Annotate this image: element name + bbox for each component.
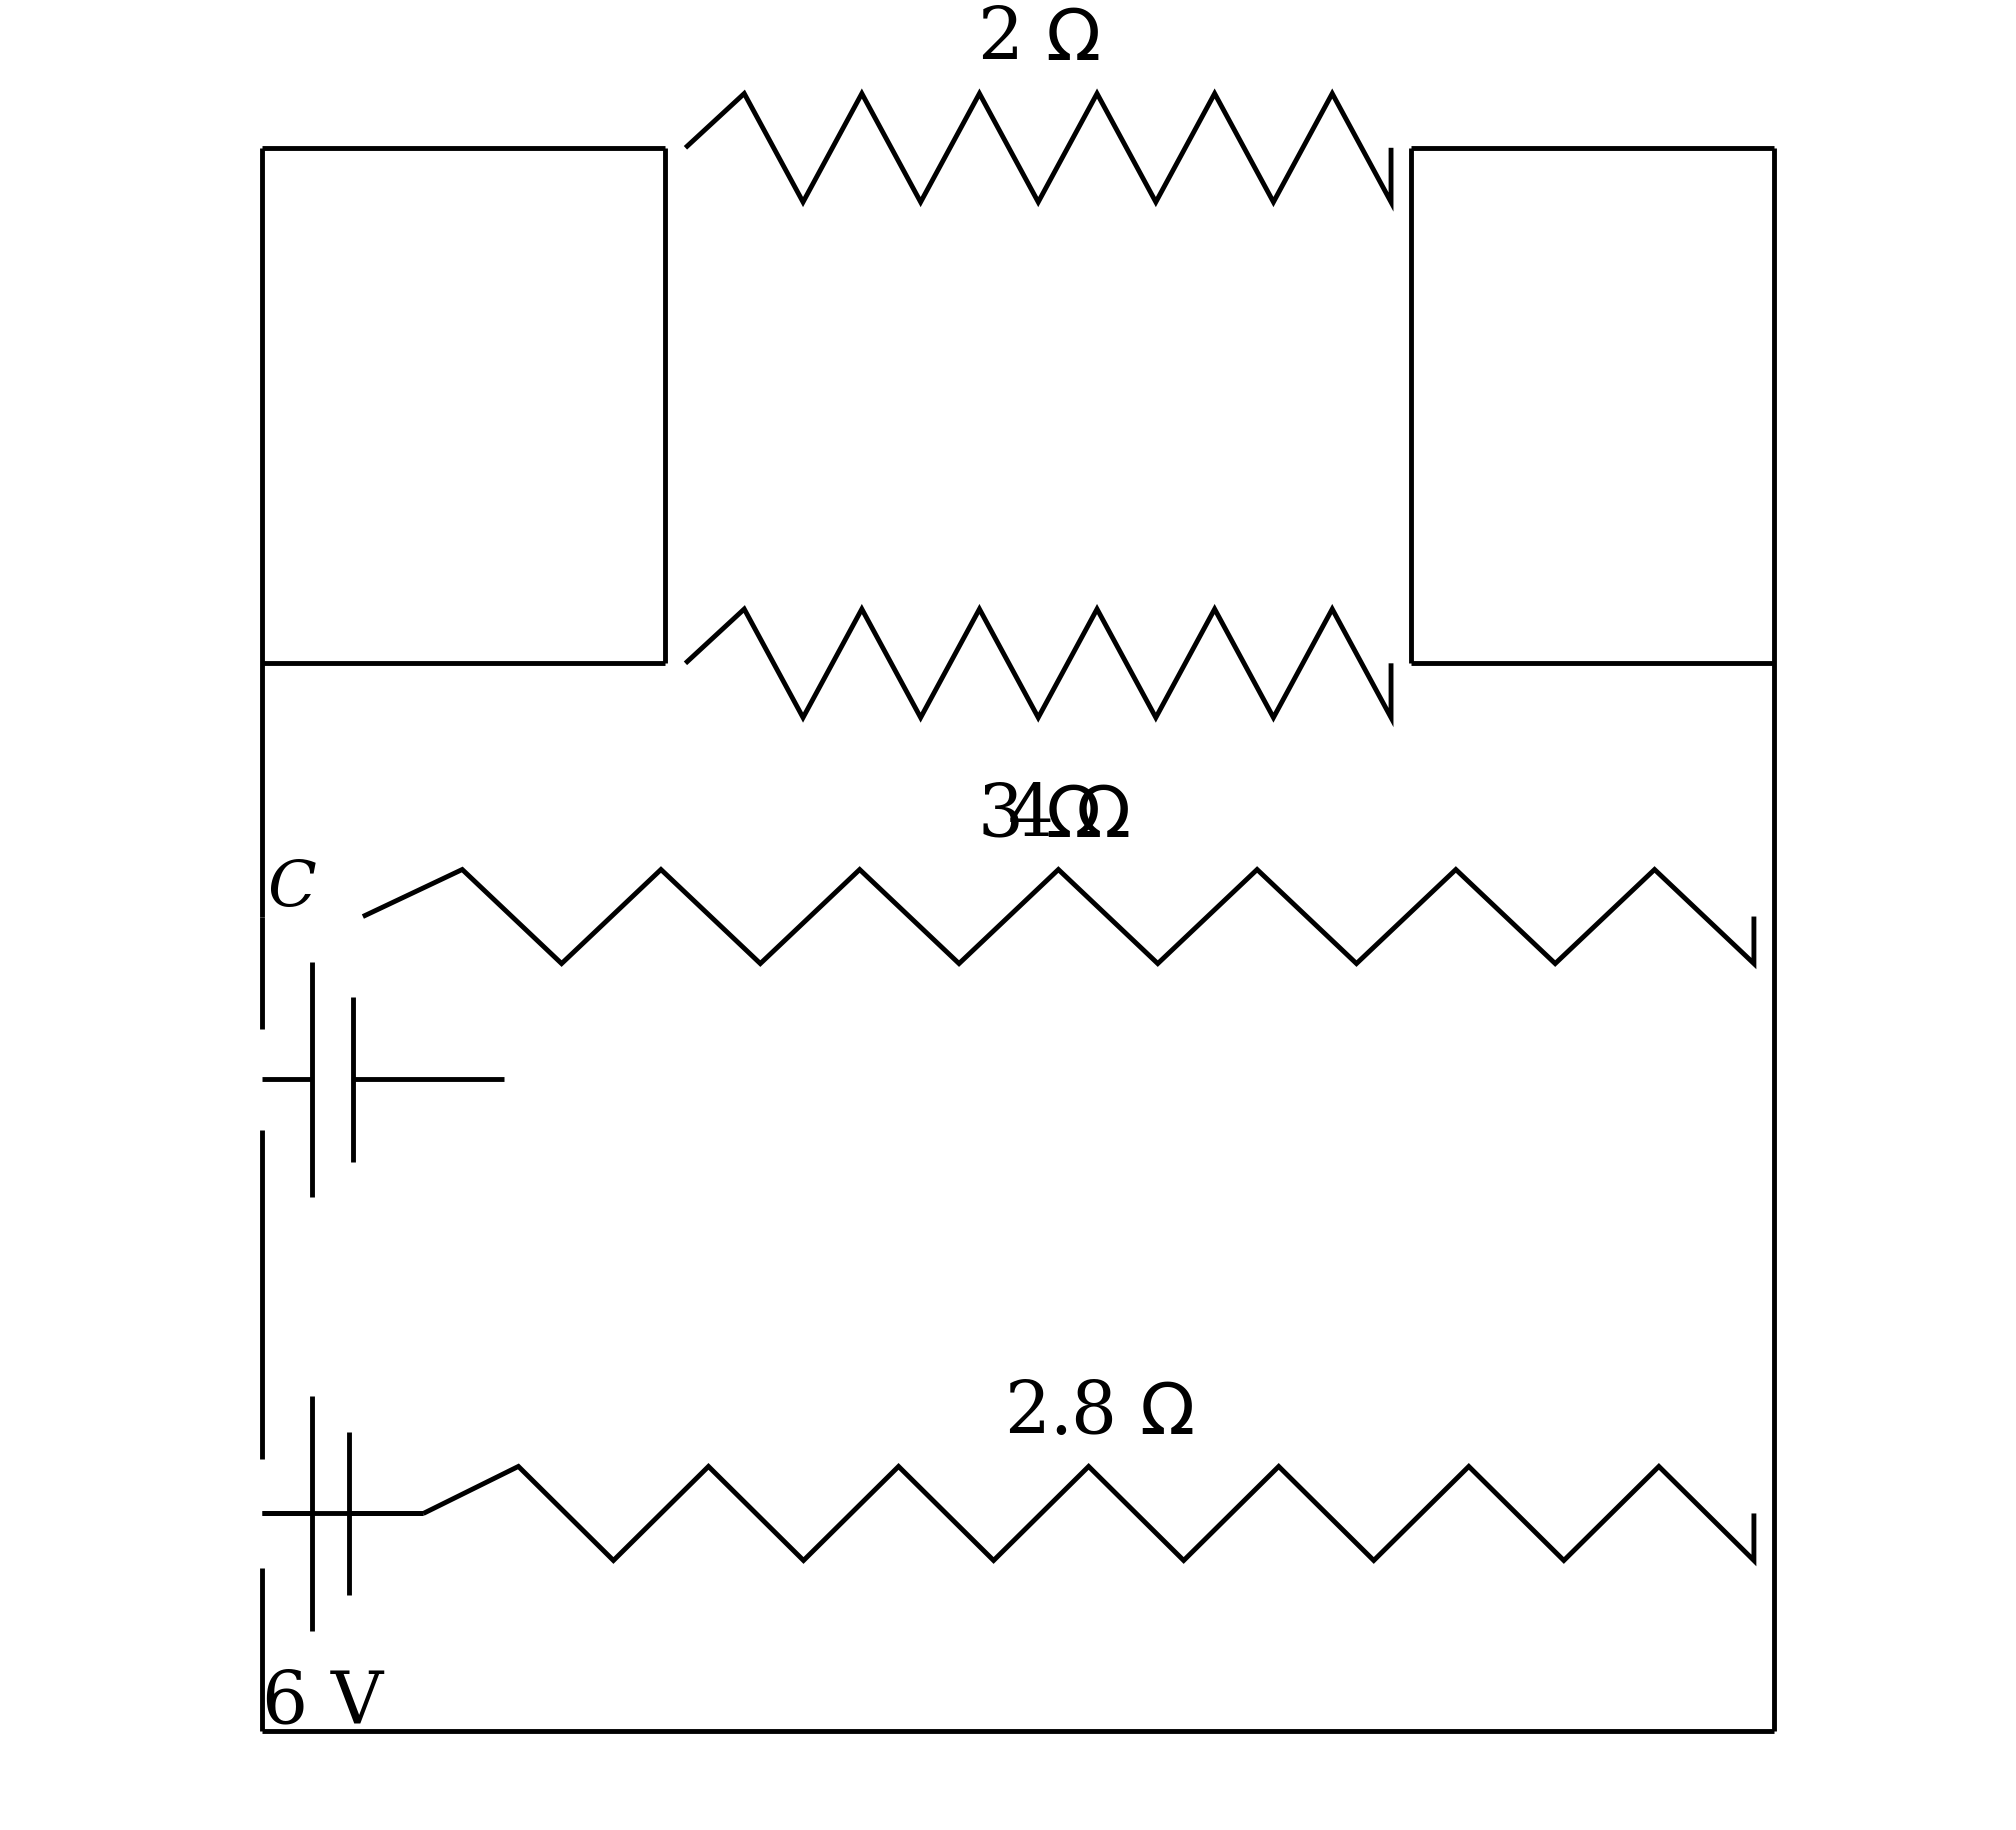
Text: 6 V: 6 V (262, 1669, 383, 1738)
Text: 2.8 $\Omega$: 2.8 $\Omega$ (1004, 1378, 1193, 1449)
Text: 3 $\Omega$: 3 $\Omega$ (976, 781, 1101, 853)
Text: 4 $\Omega$: 4 $\Omega$ (1006, 781, 1131, 853)
Text: 2 $\Omega$: 2 $\Omega$ (976, 4, 1101, 75)
Text: C: C (268, 858, 317, 920)
